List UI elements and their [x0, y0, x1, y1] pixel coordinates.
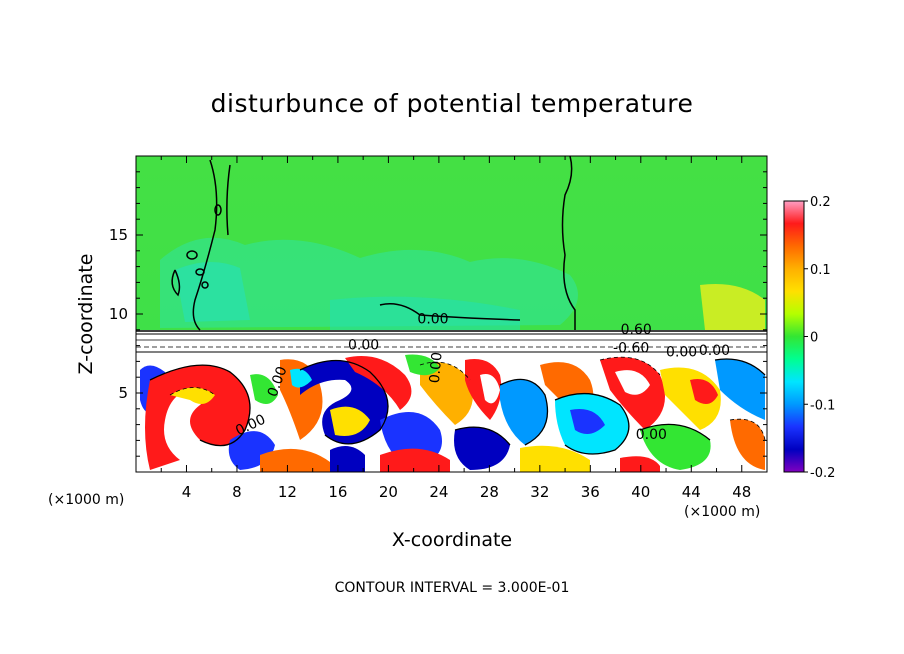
- x-tick-label: 16: [328, 483, 347, 501]
- x-tick-label: 20: [379, 483, 398, 501]
- upper-contours: [171, 156, 576, 331]
- y-axis-label: Z-coordinate: [75, 254, 97, 375]
- contour-label: 0.00: [666, 345, 697, 361]
- colorbar-ticks: 0.2 0.1 0 -0.1 -0.2: [804, 195, 835, 481]
- x-tick-label: 28: [480, 483, 499, 501]
- contour-label: 0.00: [636, 427, 667, 443]
- contour-label: 0.00: [699, 343, 730, 359]
- x-tick-label: 24: [429, 483, 448, 501]
- contour-interval-note: CONTOUR INTERVAL = 3.000E-01: [335, 580, 570, 596]
- x-tick-label: 8: [232, 483, 242, 501]
- x-tick-label: 12: [278, 483, 297, 501]
- lower-contours: [149, 358, 766, 455]
- upper-cyan-zone-2: [175, 261, 250, 322]
- y-tick-label: 5: [118, 384, 128, 402]
- x-axis: 4 8 12 16 20 24 28 32 36 40 44 48: [160, 156, 751, 501]
- x-unit-left: (×1000 m): [48, 492, 124, 508]
- x-tick-label: 48: [732, 483, 751, 501]
- y-tick-label: 10: [109, 305, 128, 323]
- x-tick-label: 44: [682, 483, 701, 501]
- x-tick-label: 36: [581, 483, 600, 501]
- contour-label: -0.60: [613, 341, 649, 357]
- dashed-contours: [169, 356, 766, 441]
- colorbar-tick-label: 0.1: [810, 263, 831, 278]
- contour-label: 0.00: [427, 351, 446, 383]
- contour-label: 0.00: [417, 311, 448, 327]
- x-tick-label: 32: [530, 483, 549, 501]
- colorbar: [783, 200, 805, 473]
- colorbar-tick-label: -0.1: [810, 398, 835, 413]
- x-unit-right: (×1000 m): [684, 504, 760, 520]
- x-tick-label: 40: [631, 483, 650, 501]
- upper-cyan-zone-3: [330, 296, 520, 330]
- plot-field: [136, 156, 767, 472]
- upper-yellow-zone: [700, 284, 765, 330]
- contour-label: 0.00: [348, 338, 379, 354]
- y-tick-label: 15: [109, 226, 128, 244]
- colorbar-tick-label: 0.2: [810, 195, 831, 210]
- x-tick-label: 4: [182, 483, 192, 501]
- eddies: [140, 354, 765, 472]
- x-axis-label: X-coordinate: [392, 529, 512, 551]
- colorbar-tick-label: 0: [810, 331, 818, 346]
- y-axis: 5 10 15: [109, 171, 767, 457]
- chart-title: disturbunce of potential temperature: [211, 89, 694, 118]
- contour-label: 0.60: [621, 322, 652, 338]
- colorbar-tick-label: -0.2: [810, 466, 835, 481]
